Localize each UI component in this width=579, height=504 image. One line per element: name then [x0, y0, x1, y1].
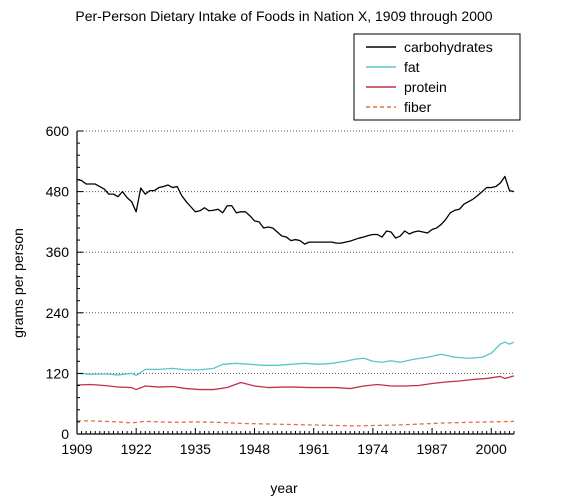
x-tick-label: 1987	[416, 441, 447, 457]
legend: carbohydrates fat protein fiber	[353, 33, 521, 121]
y-tick-label: 600	[46, 123, 70, 139]
legend-box	[353, 33, 521, 121]
legend-label-protein: protein	[404, 79, 447, 95]
legend-label-fiber: fiber	[404, 99, 432, 115]
x-tick-label: 1909	[61, 441, 92, 457]
x-tick-label: 1922	[121, 441, 152, 457]
series-line-carbohydrates	[76, 175, 515, 245]
x-tick-label: 1948	[239, 441, 270, 457]
grid-lines	[77, 130, 514, 374]
chart-title: Per-Person Dietary Intake of Foods in Na…	[75, 8, 492, 24]
y-tick-label: 480	[46, 184, 70, 200]
legend-label-carbohydrates: carbohydrates	[404, 39, 493, 55]
x-tick-label: 2000	[476, 441, 507, 457]
y-axis-label: grams per person	[10, 228, 26, 338]
y-tick-label: 240	[46, 305, 70, 321]
legend-label-fat: fat	[404, 59, 420, 75]
series-layer	[76, 175, 515, 427]
x-axis-label: year	[270, 480, 298, 496]
tick-labels: 0 120 240 360 480 600 1909 1922 1935 1948 1961 1974…	[46, 123, 507, 457]
y-tick-label: 360	[46, 244, 70, 260]
x-tick-label: 1935	[180, 441, 211, 457]
series-line-fat	[76, 341, 515, 377]
y-tick-label: 0	[61, 426, 69, 442]
axes	[76, 130, 515, 435]
series-line-protein	[76, 375, 515, 391]
y-tick-label: 120	[46, 365, 70, 381]
x-tick-label: 1961	[298, 441, 329, 457]
x-tick-label: 1974	[357, 441, 388, 457]
series-line-fiber	[77, 420, 515, 427]
